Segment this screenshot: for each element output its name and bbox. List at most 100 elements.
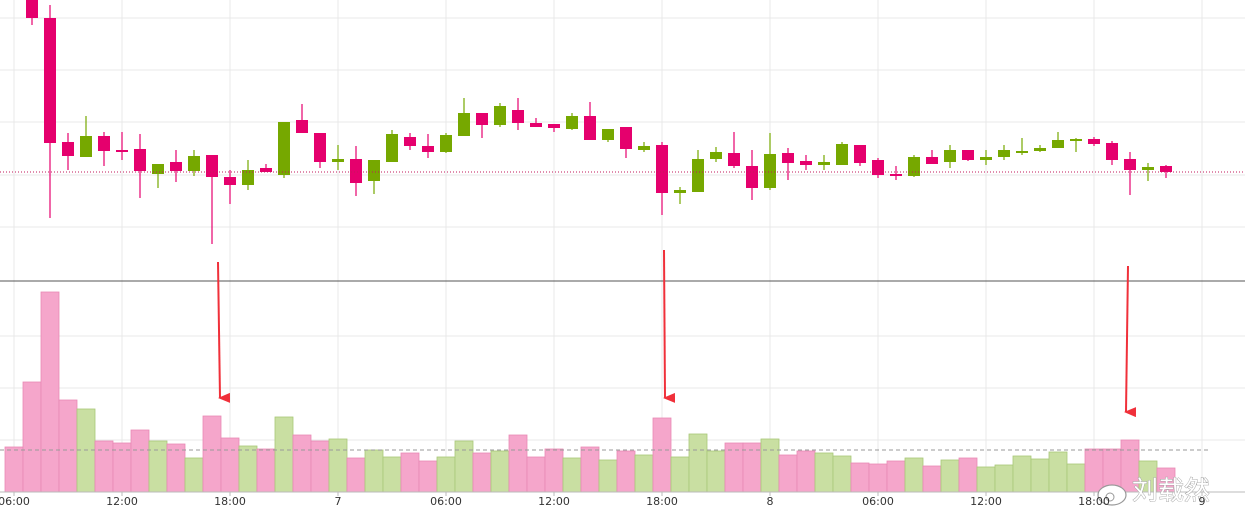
candle-body — [962, 150, 974, 160]
candle-body — [206, 155, 218, 177]
candle-body — [566, 116, 578, 129]
candle-body — [530, 123, 542, 127]
volume-bar — [922, 465, 942, 493]
candle-body — [170, 162, 182, 171]
candle-body — [224, 177, 236, 185]
volume-bar — [220, 437, 240, 493]
x-tick-label: 9 — [1199, 495, 1206, 508]
volume-bar — [382, 456, 402, 493]
candle-body — [260, 168, 272, 172]
volume-bar — [868, 463, 888, 493]
arrow — [1124, 265, 1137, 418]
x-tick-label: 18:00 — [1078, 495, 1110, 508]
volume-bar — [184, 457, 204, 493]
volume-bar — [598, 459, 618, 493]
x-tick-label: 18:00 — [214, 495, 246, 508]
candle-body — [512, 110, 524, 123]
x-tick-label: 18:00 — [646, 495, 678, 508]
x-tick-label: 06:00 — [0, 495, 30, 508]
candle-body — [728, 153, 740, 166]
volume-bar — [706, 450, 726, 493]
volume-bar — [832, 455, 852, 493]
candle-body — [710, 152, 722, 159]
volume-bar — [202, 415, 222, 493]
volume-bar — [400, 452, 420, 493]
volume-bar — [166, 443, 186, 493]
volume-bar — [292, 434, 312, 493]
candle-body — [1124, 159, 1136, 170]
volume-bar — [238, 445, 258, 493]
candle-body — [404, 137, 416, 146]
volume-bar — [22, 381, 42, 493]
volume-bar — [940, 459, 960, 493]
volume-bar — [1030, 458, 1050, 493]
candle-body — [422, 146, 434, 152]
candle-body — [872, 160, 884, 175]
candle-body — [116, 150, 128, 152]
volume-bar — [580, 446, 600, 493]
candle-body — [242, 170, 254, 185]
volume-bar — [616, 450, 636, 493]
candle-body — [296, 120, 308, 133]
volume-bar — [814, 452, 834, 493]
candle-body — [638, 146, 650, 150]
volume-bar — [58, 399, 78, 493]
volume-bar — [670, 456, 690, 493]
candle-body — [764, 154, 776, 188]
candle-body — [782, 153, 794, 163]
volume-bar — [724, 442, 744, 493]
watermark: 刘载然 — [1097, 476, 1210, 507]
candle-body — [458, 113, 470, 136]
candle-body — [1106, 143, 1118, 160]
candle-body — [620, 127, 632, 149]
volume-bar — [652, 417, 672, 493]
candle-body — [494, 106, 506, 125]
candle-body — [1034, 148, 1046, 151]
arrow — [217, 261, 231, 403]
volume-bar — [310, 440, 330, 493]
candle-body — [746, 166, 758, 188]
volume-bar — [1066, 463, 1086, 493]
candle-body — [818, 162, 830, 165]
volume-bar — [328, 438, 348, 493]
volume-bar — [796, 450, 816, 493]
volume-bar — [490, 450, 510, 493]
volume-bar — [148, 440, 168, 493]
candle-body — [1070, 139, 1082, 141]
x-tick-label: 06:00 — [862, 495, 894, 508]
candle-body — [1088, 139, 1100, 144]
candle-body — [368, 160, 380, 181]
candle-body — [692, 159, 704, 192]
candle-body — [314, 133, 326, 162]
volume-bar — [958, 457, 978, 493]
volume-bar — [850, 462, 870, 493]
candle-body — [1160, 166, 1172, 172]
candle-body — [278, 122, 290, 175]
candle-body — [548, 124, 560, 128]
annotation-arrows — [217, 249, 1137, 418]
volume-bar — [562, 457, 582, 493]
candle-body — [152, 164, 164, 174]
volume-bar — [274, 416, 294, 493]
candle-body — [350, 159, 362, 183]
candle-body — [890, 174, 902, 176]
volume-bar — [94, 440, 114, 493]
candle-body — [440, 135, 452, 152]
candle-body — [854, 145, 866, 163]
candle-body — [62, 142, 74, 156]
candle-body — [656, 145, 668, 193]
volume-bar — [1012, 455, 1032, 493]
volume-bar — [994, 464, 1014, 493]
x-tick-label: 06:00 — [430, 495, 462, 508]
arrow — [663, 249, 676, 403]
candle-body — [584, 116, 596, 140]
candle-body — [44, 18, 56, 143]
x-tick-label: 8 — [767, 495, 774, 508]
volume-bar — [688, 433, 708, 493]
candle-body — [836, 144, 848, 165]
candle-body — [602, 129, 614, 140]
candle-body — [944, 150, 956, 162]
candle-body — [26, 0, 38, 18]
volume-bar — [1048, 451, 1068, 493]
